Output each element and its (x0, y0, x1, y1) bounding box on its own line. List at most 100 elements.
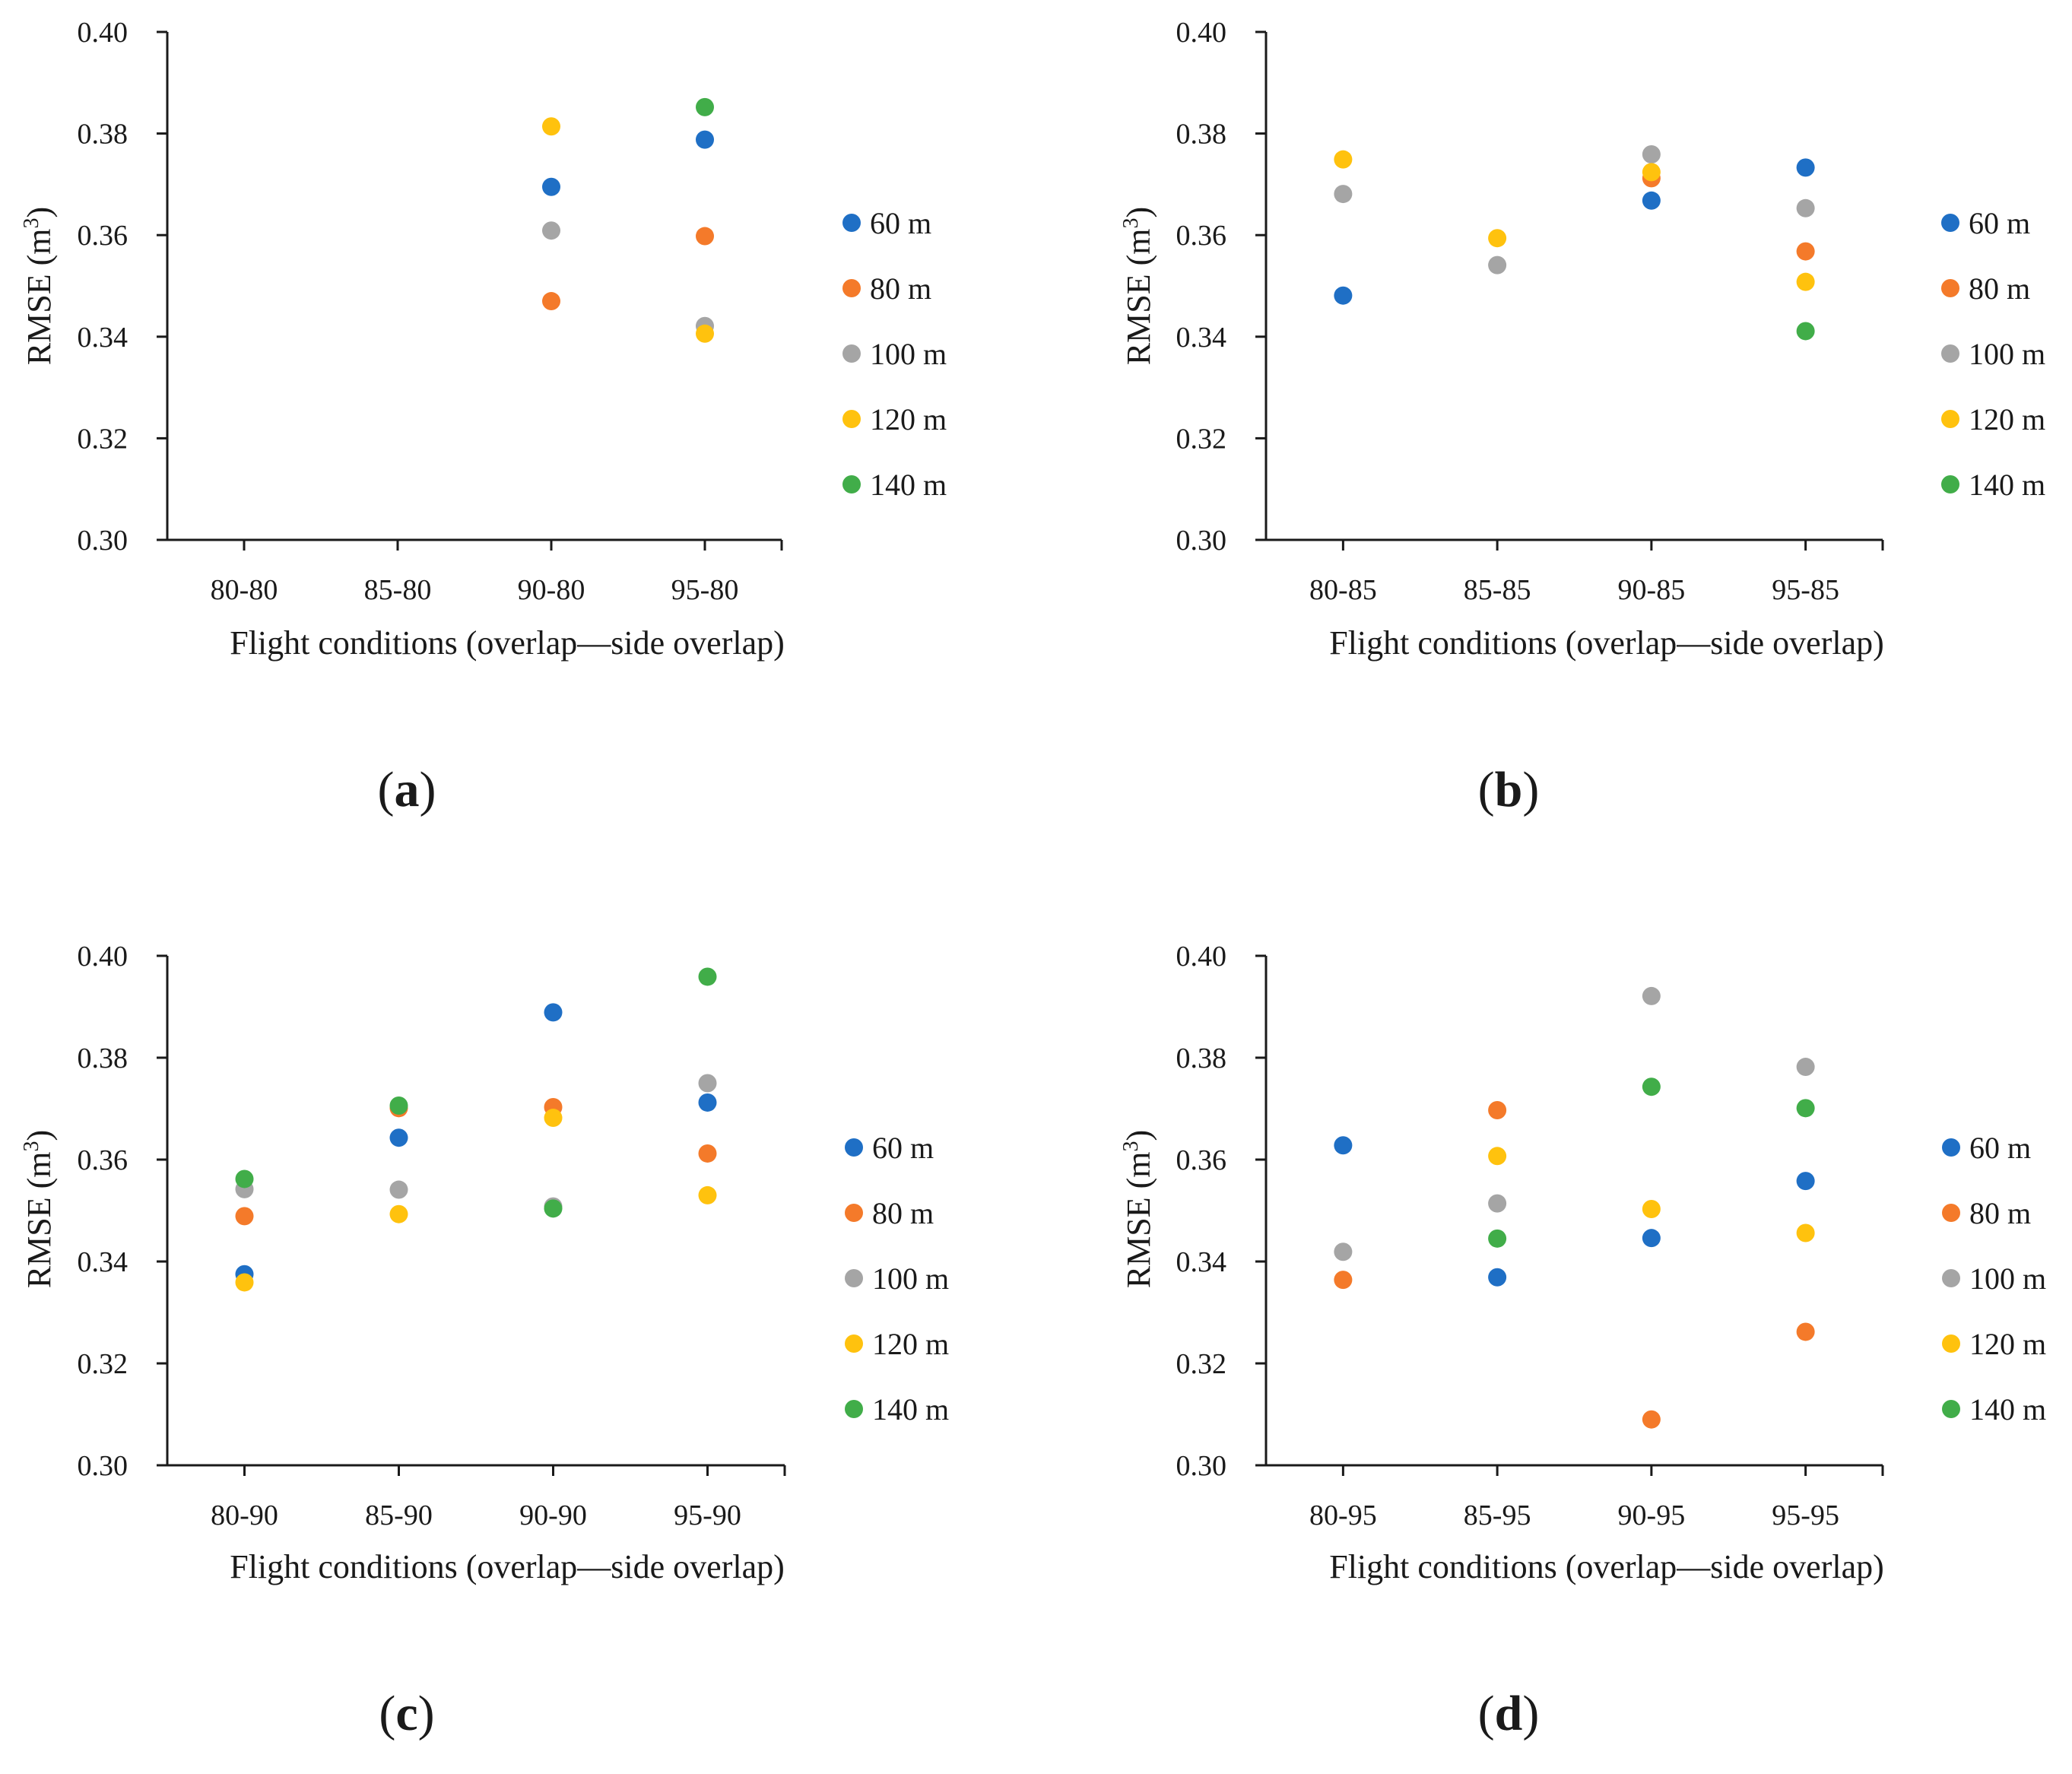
legend-marker-80m (845, 1204, 863, 1222)
legend-label: 60 m (1969, 206, 2030, 240)
legend-marker-60m (1942, 1138, 1960, 1157)
y-axis-title-superscript: 3 (1119, 217, 1143, 228)
legend-marker-60m (845, 1138, 863, 1157)
data-point-60m-90-80 (542, 177, 560, 196)
data-point-120m-85-90 (389, 1204, 408, 1223)
data-point-60m-95-95 (1796, 1172, 1815, 1191)
caption-open-paren: ( (378, 762, 395, 817)
caption-close-paren: ) (1522, 1686, 1539, 1741)
data-point-120m-95-90 (698, 1185, 717, 1204)
legend-label: 100 m (1969, 337, 2045, 371)
legend-label: 100 m (872, 1261, 949, 1296)
y-axis-title-main: RMSE (m (1120, 1151, 1157, 1288)
x-axis-title: Flight conditions (overlap—side overlap) (230, 1548, 785, 1585)
y-tick-label: 0.32 (1176, 1348, 1227, 1380)
y-tick-label: 0.30 (1176, 1450, 1227, 1482)
data-point-140m-95-85 (1796, 322, 1815, 341)
chart-panel-d: 0.30 0.32 0.34 0.36 0.38 0.40 80-95 85-95 90-95 9… (1119, 941, 2046, 1741)
legend-label: 60 m (1969, 1131, 2031, 1165)
data-point-100m-80-95 (1334, 1242, 1353, 1261)
data-point-120m-80-90 (235, 1273, 254, 1292)
data-point-140m-85-90 (389, 1096, 408, 1115)
data-point-140m-95-80 (696, 97, 714, 116)
legend-label: 60 m (870, 206, 931, 240)
data-point-100m-85-85 (1488, 255, 1507, 275)
y-axis-title-superscript: 3 (1119, 1141, 1143, 1151)
chart-panel-b: 0.30 0.32 0.34 0.36 0.38 0.40 80-85 85-85 90-85 9… (1119, 17, 2045, 817)
data-point-60m-90-85 (1642, 191, 1661, 210)
data-point-80m-85-95 (1488, 1101, 1507, 1120)
data-point-120m-80-85 (1334, 150, 1353, 169)
x-tick-label: 85-80 (364, 574, 432, 606)
legend-marker-80m (1941, 279, 1959, 297)
chart-panel-c: 0.30 0.32 0.34 0.36 0.38 0.40 80-90 85-90 90-90 9… (20, 941, 949, 1741)
y-axis-title-close: ) (21, 1130, 58, 1141)
legend-marker-100m (845, 1269, 863, 1287)
data-point-120m-95-80 (696, 324, 714, 343)
y-tick-label: 0.34 (78, 322, 129, 354)
legend-label: 140 m (1969, 468, 2045, 502)
y-tick-label: 0.34 (1176, 1246, 1227, 1278)
legend-label: 120 m (1969, 1327, 2046, 1361)
caption-close-paren: ) (420, 762, 436, 817)
y-axis-title: RMSE (m3) (20, 1130, 58, 1288)
data-point-80m-90-95 (1642, 1410, 1661, 1429)
y-axis-title-superscript: 3 (20, 217, 43, 228)
x-tick-label: 80-85 (1309, 574, 1377, 606)
y-tick-label: 0.38 (1176, 1043, 1227, 1074)
x-tick-label: 80-90 (211, 1499, 278, 1531)
caption-letter: b (1495, 762, 1523, 817)
legend-marker-120m (845, 1334, 863, 1353)
caption-open-paren: ( (1478, 762, 1495, 817)
legend-label: 140 m (872, 1392, 949, 1426)
y-tick-label: 0.32 (78, 1348, 129, 1380)
y-axis-title-superscript: 3 (20, 1141, 43, 1151)
y-axis-title-main: RMSE (m (21, 1151, 58, 1288)
y-tick-label: 0.30 (78, 525, 129, 557)
data-point-120m-95-95 (1796, 1223, 1815, 1242)
data-point-60m-90-90 (544, 1003, 563, 1022)
y-tick-label: 0.40 (1176, 17, 1227, 49)
data-point-140m-85-95 (1488, 1229, 1507, 1248)
y-tick-label: 0.30 (1176, 525, 1227, 557)
data-point-140m-80-90 (235, 1169, 254, 1188)
x-tick-label: 90-95 (1618, 1499, 1686, 1531)
legend-label: 140 m (1969, 1392, 2046, 1426)
caption-close-paren: ) (1522, 762, 1539, 817)
legend-label: 100 m (870, 337, 947, 371)
y-tick-label: 0.32 (78, 423, 129, 455)
legend-marker-120m (1941, 410, 1959, 428)
data-point-80m-95-95 (1796, 1322, 1815, 1341)
panel-caption: (a) (378, 762, 436, 817)
data-point-100m-80-85 (1334, 185, 1353, 204)
legend-marker-140m (845, 1400, 863, 1418)
y-tick-label: 0.36 (78, 220, 129, 252)
x-tick-label: 85-85 (1464, 574, 1531, 606)
y-tick-label: 0.38 (1176, 119, 1227, 151)
x-tick-label: 90-90 (519, 1499, 587, 1531)
data-point-120m-90-80 (542, 117, 560, 136)
caption-letter: c (395, 1686, 417, 1741)
data-point-60m-85-95 (1488, 1268, 1507, 1287)
data-point-120m-90-85 (1642, 163, 1661, 182)
x-tick-label: 90-80 (518, 574, 585, 606)
y-tick-label: 0.38 (78, 119, 129, 151)
y-tick-label: 0.36 (1176, 220, 1227, 252)
y-tick-label: 0.40 (78, 941, 129, 973)
legend-label: 100 m (1969, 1261, 2046, 1296)
y-tick-label: 0.36 (78, 1144, 129, 1176)
legend-marker-60m (842, 214, 861, 232)
legend-marker-140m (842, 475, 861, 493)
data-point-80m-90-80 (542, 292, 560, 311)
y-axis-title-close: ) (1120, 1130, 1157, 1141)
y-tick-label: 0.30 (78, 1450, 129, 1482)
legend-marker-80m (842, 279, 861, 297)
data-point-100m-85-90 (389, 1180, 408, 1199)
data-point-60m-80-95 (1334, 1136, 1353, 1155)
caption-open-paren: ( (379, 1686, 395, 1741)
data-point-120m-85-85 (1488, 229, 1507, 248)
x-tick-label: 95-80 (671, 574, 739, 606)
data-point-140m-90-90 (544, 1199, 563, 1218)
legend-marker-100m (1942, 1269, 1960, 1287)
data-point-140m-95-95 (1796, 1099, 1815, 1118)
